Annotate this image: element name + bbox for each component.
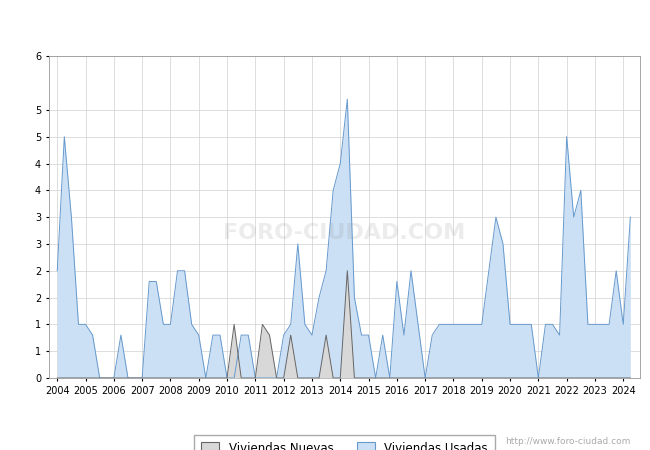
Text: FORO-CIUDAD.COM: FORO-CIUDAD.COM	[224, 223, 465, 243]
Legend: Viviendas Nuevas, Viviendas Usadas: Viviendas Nuevas, Viviendas Usadas	[194, 435, 495, 450]
Text: Bonilla de la Sierra - Evolucion del Nº de Transacciones Inmobiliarias: Bonilla de la Sierra - Evolucion del Nº …	[97, 17, 553, 30]
Text: http://www.foro-ciudad.com: http://www.foro-ciudad.com	[505, 436, 630, 446]
